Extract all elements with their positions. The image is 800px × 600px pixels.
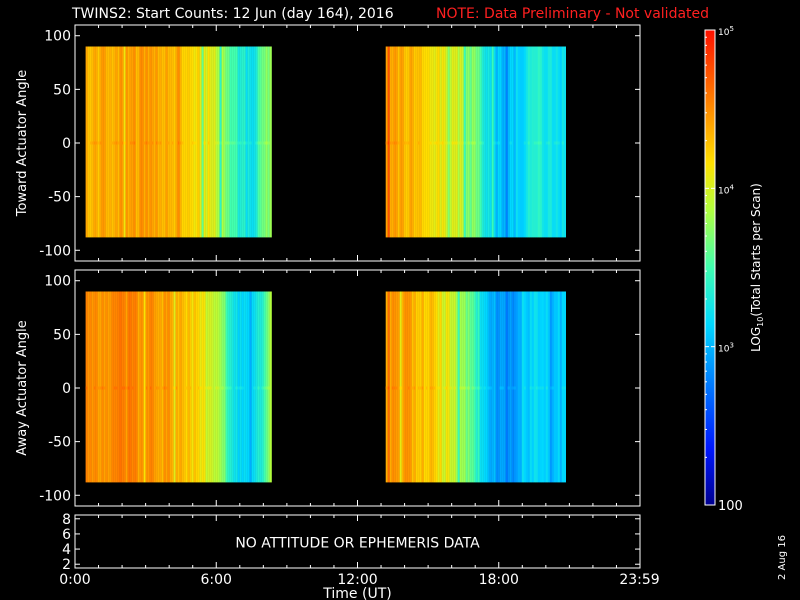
y-tick-label: 50 (53, 327, 71, 343)
y-tick-label: 0 (62, 381, 71, 397)
y-axis-label: Away Actuator Angle (15, 320, 30, 455)
x-axis-label: Time (UT) (322, 586, 391, 600)
colorbar-frame (704, 29, 716, 506)
colorbar-tick-label: 103 (718, 342, 734, 355)
x-tick-label: 0:00 (59, 572, 90, 588)
y-tick-label: 6 (62, 527, 71, 543)
x-tick-label: 18:00 (479, 572, 519, 588)
y-tick-label: 0 (62, 136, 71, 152)
colorbar-tick-label: 100 (718, 499, 743, 514)
colorbar-label: LOG10(Total Starts per Scan) (749, 183, 765, 352)
y-tick-label: 50 (53, 82, 71, 98)
y-tick-label: 100 (44, 29, 71, 45)
y-tick-label: 8 (62, 512, 71, 528)
y-axis-label: Toward Actuator Angle (15, 70, 30, 217)
y-tick-label: 4 (62, 542, 71, 558)
no-data-message: NO ATTITUDE OR EPHEMERIS DATA (235, 536, 480, 552)
x-tick-label: 12:00 (337, 572, 377, 588)
y-tick-label: 2 (62, 557, 71, 573)
y-tick-label: -50 (48, 435, 71, 451)
x-tick-label: 6:00 (201, 572, 232, 588)
panel-middle: 100 50 0 -50 -100 Away Actuator Angle (15, 269, 641, 507)
x-tick-label: 23:59 (619, 572, 659, 588)
heatmap-middle (85, 291, 566, 483)
y-tick-label: -100 (39, 243, 71, 259)
preliminary-note: NOTE: Data Preliminary - Not validated (436, 6, 710, 22)
colorbar-tick-label: 104 (718, 183, 734, 196)
heatmap-top (85, 46, 566, 238)
colorbar-tick-label: 105 (718, 25, 734, 38)
y-tick-label: -50 (48, 190, 71, 206)
y-tick-label: -100 (39, 488, 71, 504)
colorbar: 105 104 103 100 LOG10(Total Starts per Scan) (704, 25, 765, 514)
colorbar-gradient (705, 30, 715, 505)
date-stamp: 2 Aug 16 (777, 535, 788, 580)
y-tick-label: 100 (44, 274, 71, 290)
plot-title: TWINS2: Start Counts: 12 Jun (day 164), … (72, 6, 394, 22)
panel-top: 100 50 0 -50 -100 Toward Actuator Angle (15, 24, 641, 262)
